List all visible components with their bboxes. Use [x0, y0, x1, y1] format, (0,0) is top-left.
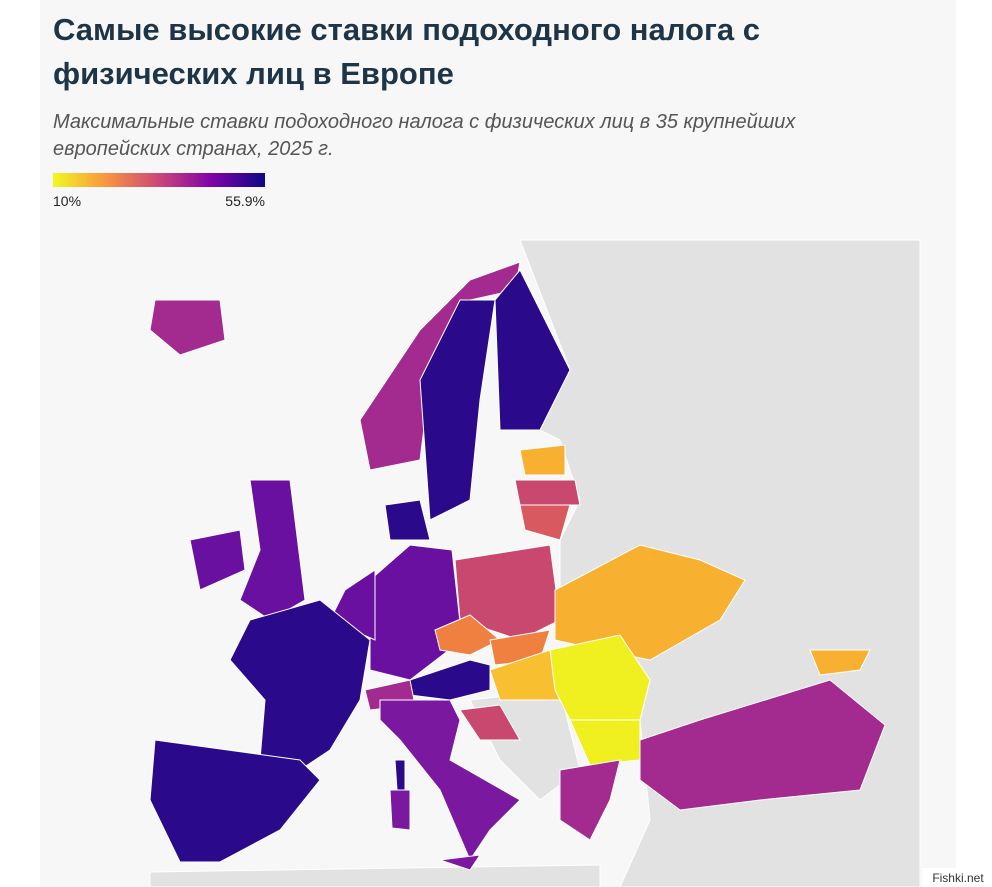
country — [389, 789, 411, 831]
country — [454, 544, 561, 641]
country — [189, 529, 246, 591]
country — [149, 739, 321, 863]
country — [639, 679, 886, 811]
country — [384, 499, 431, 541]
title-line: Самые высокие ставки подоходного налога … — [53, 12, 760, 47]
country — [439, 854, 482, 871]
legend-min-label: 10% — [53, 193, 81, 209]
legend-max-label: 55.9% — [225, 193, 265, 209]
country — [809, 649, 871, 676]
title-line: физических лиц в Европе — [53, 56, 454, 91]
country — [434, 614, 501, 656]
watermark: Fishki.net — [932, 871, 984, 885]
country — [419, 299, 496, 521]
country — [494, 269, 571, 431]
country — [519, 444, 566, 476]
country — [519, 504, 571, 541]
subtitle-line: европейских странах, 2025 г. — [53, 138, 334, 160]
country — [394, 759, 406, 791]
country — [359, 261, 521, 471]
country — [379, 699, 521, 862]
land — [149, 864, 601, 887]
country — [229, 599, 371, 771]
country — [514, 479, 581, 506]
legend-bar — [53, 173, 265, 187]
country — [149, 299, 226, 356]
country — [459, 704, 521, 741]
country — [554, 544, 746, 661]
watermark-bg — [922, 868, 992, 887]
country — [559, 759, 621, 841]
subtitle-line: Максимальные ставки подоходного налога с… — [53, 111, 796, 133]
map — [149, 239, 921, 887]
